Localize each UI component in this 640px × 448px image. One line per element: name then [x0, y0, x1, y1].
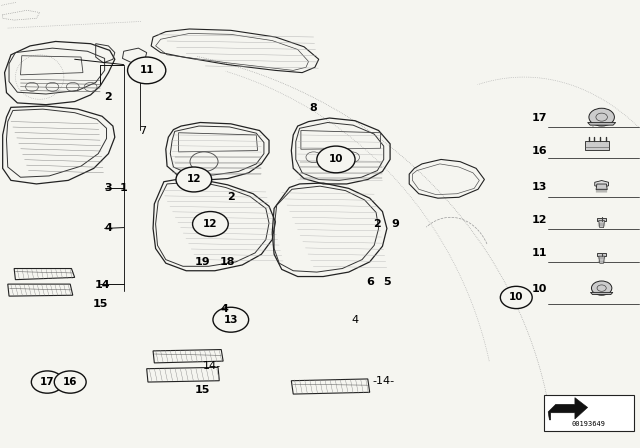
Circle shape [54, 371, 86, 393]
Text: 00193649: 00193649 [572, 422, 606, 427]
Text: 2: 2 [104, 92, 111, 102]
Polygon shape [548, 398, 588, 420]
Text: 10: 10 [532, 284, 548, 293]
Text: 10: 10 [329, 155, 343, 164]
Text: 18: 18 [220, 257, 236, 267]
Circle shape [500, 286, 532, 309]
Text: 8: 8 [310, 103, 317, 113]
Circle shape [127, 57, 166, 84]
Text: 5: 5 [383, 277, 391, 287]
Text: 13: 13 [532, 182, 548, 193]
Text: 16: 16 [63, 377, 77, 387]
Text: 7: 7 [140, 125, 147, 135]
Text: 13: 13 [223, 315, 238, 325]
Text: 4: 4 [220, 305, 228, 314]
Polygon shape [588, 122, 616, 125]
Text: 17: 17 [532, 113, 548, 123]
Text: 2: 2 [374, 219, 381, 229]
Text: 4: 4 [104, 224, 113, 233]
Text: 1: 1 [120, 183, 127, 194]
Text: 9: 9 [391, 219, 399, 229]
Polygon shape [595, 181, 609, 188]
Polygon shape [597, 253, 607, 256]
Polygon shape [597, 218, 607, 220]
Text: 15: 15 [195, 385, 210, 395]
Polygon shape [596, 184, 607, 190]
Polygon shape [591, 293, 613, 294]
FancyBboxPatch shape [543, 396, 634, 431]
Text: 10: 10 [509, 293, 524, 302]
Text: 12: 12 [187, 174, 201, 185]
Text: 17: 17 [40, 377, 54, 387]
Polygon shape [599, 220, 605, 228]
Text: 19: 19 [195, 257, 210, 267]
Text: 15: 15 [92, 299, 108, 309]
Text: 4: 4 [351, 315, 358, 325]
Text: 12: 12 [532, 215, 548, 225]
Text: 16: 16 [532, 146, 548, 155]
Circle shape [589, 108, 614, 126]
Circle shape [317, 146, 355, 173]
Text: 6: 6 [366, 277, 374, 287]
Text: 14-: 14- [203, 362, 221, 371]
Polygon shape [585, 141, 609, 150]
Polygon shape [599, 256, 605, 263]
Text: 3: 3 [104, 183, 112, 194]
Circle shape [193, 211, 228, 237]
Text: 2: 2 [227, 192, 235, 202]
Text: 11: 11 [532, 248, 548, 258]
Circle shape [176, 167, 212, 192]
Text: 14: 14 [94, 280, 110, 290]
Text: 11: 11 [140, 65, 154, 75]
Circle shape [591, 281, 612, 295]
Circle shape [213, 307, 248, 332]
Text: 12: 12 [203, 219, 218, 229]
Text: -14-: -14- [372, 376, 395, 386]
Circle shape [31, 371, 63, 393]
